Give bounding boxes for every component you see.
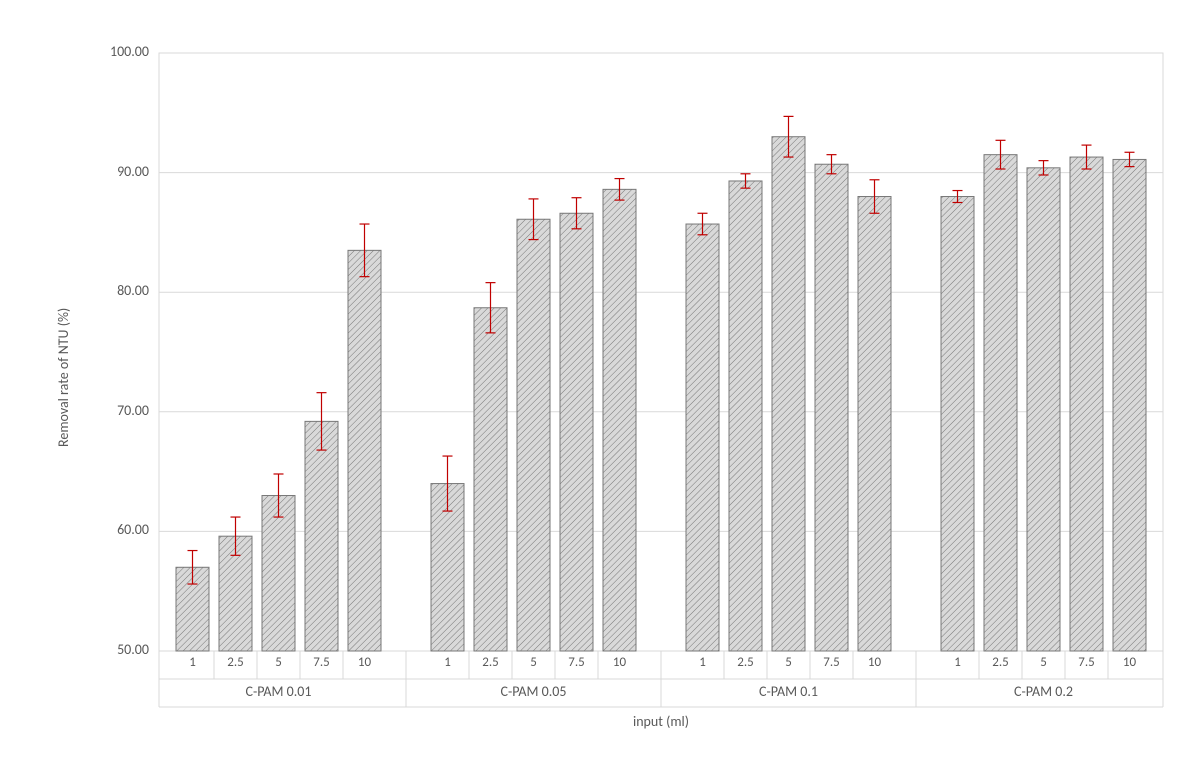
x-inner-label: 7.5	[1072, 655, 1102, 670]
x-inner-label: 2.5	[986, 655, 1016, 670]
bar	[815, 164, 848, 651]
bar	[858, 197, 891, 651]
bar	[305, 421, 338, 651]
bar	[772, 137, 805, 651]
bar	[517, 219, 550, 651]
bar	[729, 181, 762, 651]
x-group-label: C-PAM 0.05	[454, 683, 614, 700]
y-axis-title: Removal rate of NTU (%)	[55, 308, 72, 447]
bar	[1113, 159, 1146, 651]
x-inner-label: 1	[943, 655, 973, 670]
bar	[474, 308, 507, 651]
x-inner-label: 5	[519, 655, 549, 670]
y-tick-label: 50.00	[117, 641, 149, 658]
chart-container: 50.00 60.00 70.00 80.00 90.00 100.00 1 2.5 5 7.5 1…	[0, 0, 1178, 757]
x-axis-title: input (ml)	[601, 713, 721, 730]
x-inner-label: 1	[688, 655, 718, 670]
x-inner-label: 10	[1115, 655, 1145, 670]
x-inner-label: 2.5	[476, 655, 506, 670]
x-inner-label: 10	[605, 655, 635, 670]
x-inner-label: 1	[433, 655, 463, 670]
bar	[262, 496, 295, 651]
x-inner-label: 10	[350, 655, 380, 670]
bar	[603, 189, 636, 651]
x-inner-label: 7.5	[817, 655, 847, 670]
y-tick-label: 100.00	[110, 43, 149, 60]
y-tick-label: 60.00	[117, 521, 149, 538]
y-tick-label: 80.00	[117, 282, 149, 299]
x-group-label: C-PAM 0.01	[199, 683, 359, 700]
x-inner-label: 7.5	[562, 655, 592, 670]
x-inner-label: 5	[264, 655, 294, 670]
x-inner-label: 5	[774, 655, 804, 670]
x-inner-label: 2.5	[221, 655, 251, 670]
y-tick-label: 70.00	[117, 402, 149, 419]
x-inner-label: 1	[178, 655, 208, 670]
chart-svg	[0, 0, 1178, 757]
x-inner-label: 5	[1029, 655, 1059, 670]
bar	[1027, 168, 1060, 651]
bar	[686, 224, 719, 651]
x-group-label: C-PAM 0.2	[964, 683, 1124, 700]
bar	[941, 197, 974, 651]
bar	[1070, 157, 1103, 651]
bar	[348, 250, 381, 651]
x-inner-label: 7.5	[307, 655, 337, 670]
bar	[984, 155, 1017, 651]
x-group-label: C-PAM 0.1	[709, 683, 869, 700]
bar	[560, 213, 593, 651]
x-inner-label: 2.5	[731, 655, 761, 670]
y-tick-label: 90.00	[117, 163, 149, 180]
x-inner-label: 10	[860, 655, 890, 670]
